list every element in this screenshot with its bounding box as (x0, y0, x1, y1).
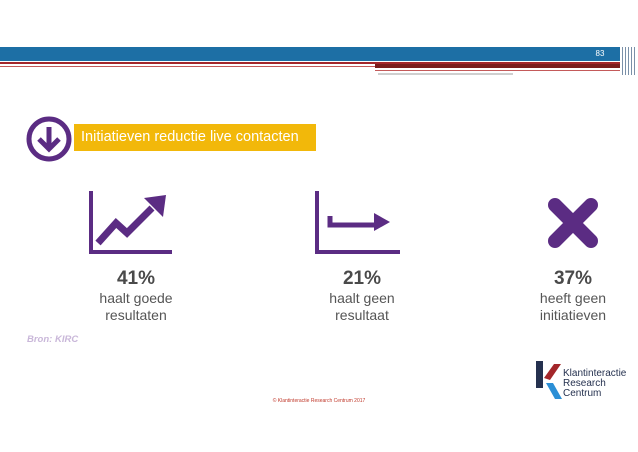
stat-block: 41% haalt goede resultaten (74, 268, 198, 324)
section-title: Initiatieven reductie live contacten (74, 124, 316, 151)
page-number: 83 (595, 49, 605, 58)
stat-percent: 41% (116, 268, 156, 289)
copyright-footer: © Klantinteractie Research Centrum 2017 (272, 398, 366, 404)
stat-line: resultaten (105, 307, 167, 323)
stat-line: haalt geen (329, 290, 395, 306)
stat-line: haalt goede (99, 290, 173, 306)
header-line (0, 62, 620, 64)
arrow-down-circle-icon (26, 116, 72, 162)
source-note: Bron: KIRC (27, 334, 79, 345)
header-line (0, 66, 375, 67)
header-vertical-lines (620, 47, 638, 75)
stat-line: resultaat (335, 307, 389, 323)
stat-line: heeft geen (539, 290, 607, 306)
trend-up-chart-icon (89, 191, 172, 254)
header-line (375, 64, 620, 68)
logo-line: Research (563, 378, 606, 389)
stat-block: 21% haalt geen resultaat (300, 268, 424, 324)
header-line (375, 70, 620, 71)
kirc-logo-icon (536, 361, 562, 399)
header-bar (0, 47, 620, 61)
logo-line: Klantinteractie (563, 368, 627, 379)
x-icon (548, 198, 598, 248)
logo-text: Klantinteractie Research Centrum (563, 369, 626, 399)
stat-percent: 21% (342, 268, 382, 289)
flat-arrow-chart-icon (315, 191, 400, 254)
stat-line: initiatieven (539, 307, 607, 323)
logo-line: Centrum (563, 388, 602, 399)
stat-percent: 37% (553, 268, 593, 289)
stat-block: 37% heeft geen initiatieven (508, 268, 638, 324)
header-line (378, 73, 513, 75)
